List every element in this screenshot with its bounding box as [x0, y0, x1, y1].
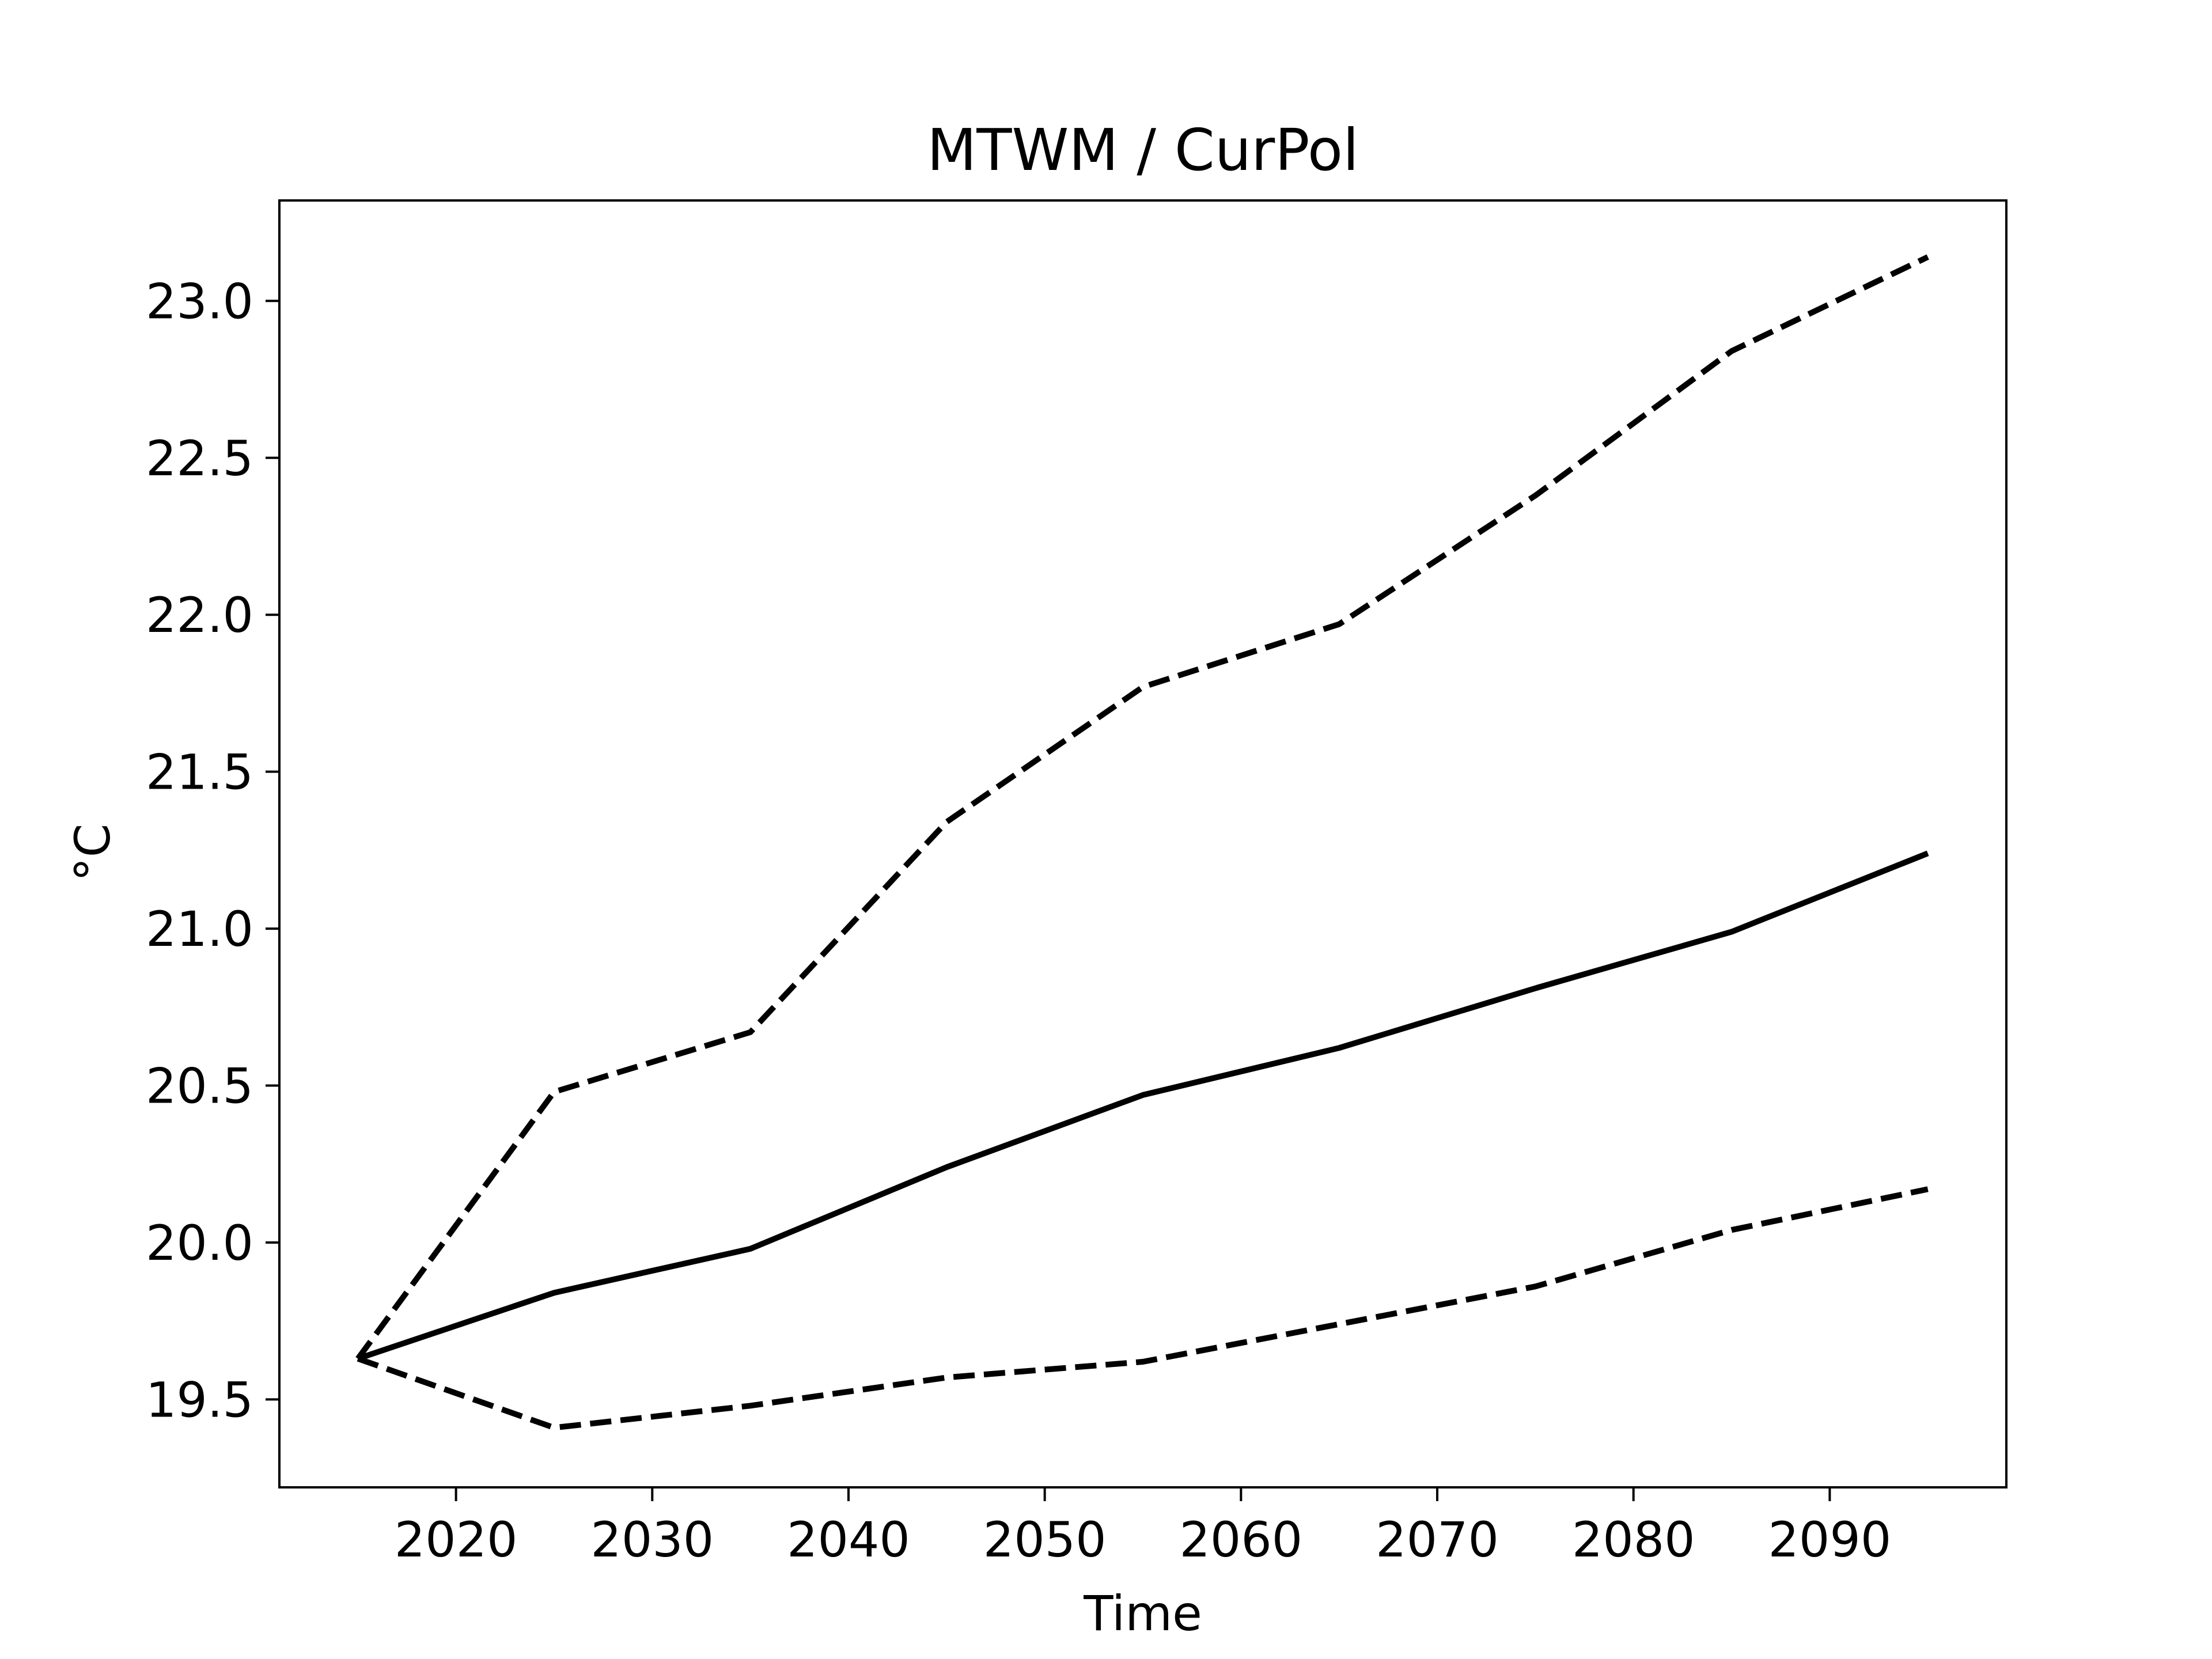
y-tick-label: 20.5 — [146, 1058, 253, 1115]
x-tick-label: 2080 — [1572, 1512, 1695, 1568]
y-tick-label: 23.0 — [146, 273, 253, 329]
plot-area — [278, 199, 2008, 1488]
x-tick-label: 2060 — [1179, 1512, 1302, 1568]
y-tick-label: 19.5 — [146, 1372, 253, 1428]
x-tick-label: 2090 — [1768, 1512, 1891, 1568]
y-axis-label: °C — [65, 824, 121, 882]
series-line-1-solid — [357, 850, 1929, 1362]
x-axis-label: Time — [1083, 1585, 1202, 1642]
series-line-2-dashed — [355, 254, 1929, 1361]
y-tick-label: 22.0 — [146, 587, 253, 643]
x-axis-ticks: 2020 2030 2040 2050 2060 2070 2080 2090 — [395, 1487, 1891, 1568]
x-tick-label: 2050 — [983, 1512, 1107, 1568]
series-group — [355, 254, 1929, 1431]
chart-title: MTWM / CurPol — [927, 116, 1359, 184]
x-tick-label: 2070 — [1376, 1512, 1499, 1568]
y-axis-ticks: 19.5 20.0 20.5 21.0 21.5 22.0 22.5 23.0 — [146, 273, 279, 1428]
y-tick-label: 21.0 — [146, 901, 253, 957]
x-tick-label: 2020 — [395, 1512, 518, 1568]
y-tick-label: 21.5 — [146, 744, 253, 801]
series-line-3-dashed — [357, 1186, 1929, 1431]
y-tick-label: 20.0 — [146, 1215, 253, 1271]
x-tick-label: 2030 — [590, 1512, 714, 1568]
y-tick-label: 22.5 — [146, 430, 253, 487]
x-tick-label: 2040 — [787, 1512, 910, 1568]
plot-frame — [278, 199, 2008, 1488]
